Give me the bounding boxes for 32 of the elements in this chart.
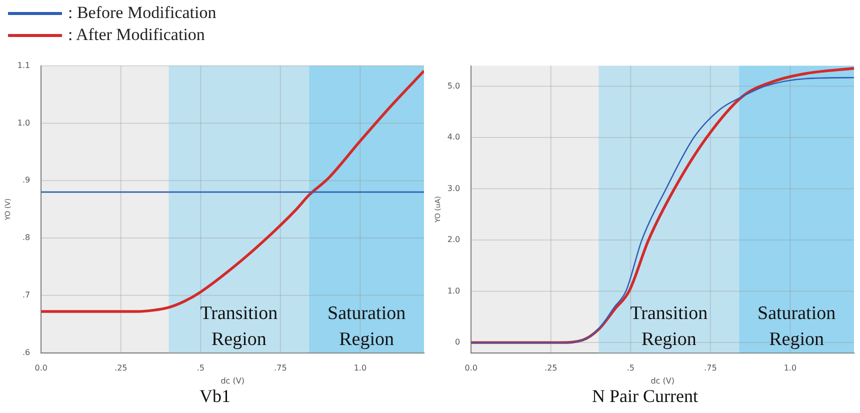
x-tick-label: .5 bbox=[196, 364, 204, 373]
y-tick-label: 1.0 bbox=[17, 118, 30, 128]
text: Vb1 bbox=[198, 386, 232, 407]
y-tick-label: .8 bbox=[22, 233, 30, 242]
band-label: Saturation Region bbox=[758, 302, 836, 350]
y-tick-label: .7 bbox=[22, 290, 30, 300]
legend-label: : After Modification bbox=[68, 25, 205, 45]
y-tick-label: 3.0 bbox=[447, 184, 460, 193]
x-tick-label: .25 bbox=[544, 364, 558, 373]
x-axis-title: dc (V) bbox=[650, 376, 674, 386]
y-tick-label: 2.0 bbox=[447, 235, 460, 244]
band-label: Transition Region bbox=[630, 302, 708, 350]
x-tick-label: .5 bbox=[626, 364, 634, 373]
x-tick-label: 0.0 bbox=[34, 364, 48, 373]
y-tick-label: 4.0 bbox=[447, 132, 460, 142]
legend-label: : Before Modification bbox=[68, 3, 216, 23]
x-tick-label: 0.0 bbox=[464, 364, 478, 373]
band-label: Saturation Region bbox=[328, 302, 406, 350]
y-tick-label: .9 bbox=[22, 176, 30, 185]
x-tick-label: .75 bbox=[274, 364, 287, 373]
band-label: Transition Region bbox=[200, 302, 278, 350]
y-tick-label: 1.1 bbox=[17, 60, 30, 70]
y-tick-label: 1.0 bbox=[447, 286, 460, 296]
text: N Pair Current bbox=[591, 386, 699, 407]
x-tick-label: .75 bbox=[704, 364, 717, 373]
x-tick-label: 1.0 bbox=[354, 364, 367, 373]
y-tick-label: 5.0 bbox=[447, 81, 460, 90]
x-tick-label: 1.0 bbox=[784, 364, 797, 373]
y-tick-label: .6 bbox=[22, 348, 30, 357]
x-tick-label: .25 bbox=[114, 364, 128, 373]
x-axis-title: dc (V) bbox=[220, 376, 244, 386]
y-tick-label: 0 bbox=[455, 338, 460, 347]
